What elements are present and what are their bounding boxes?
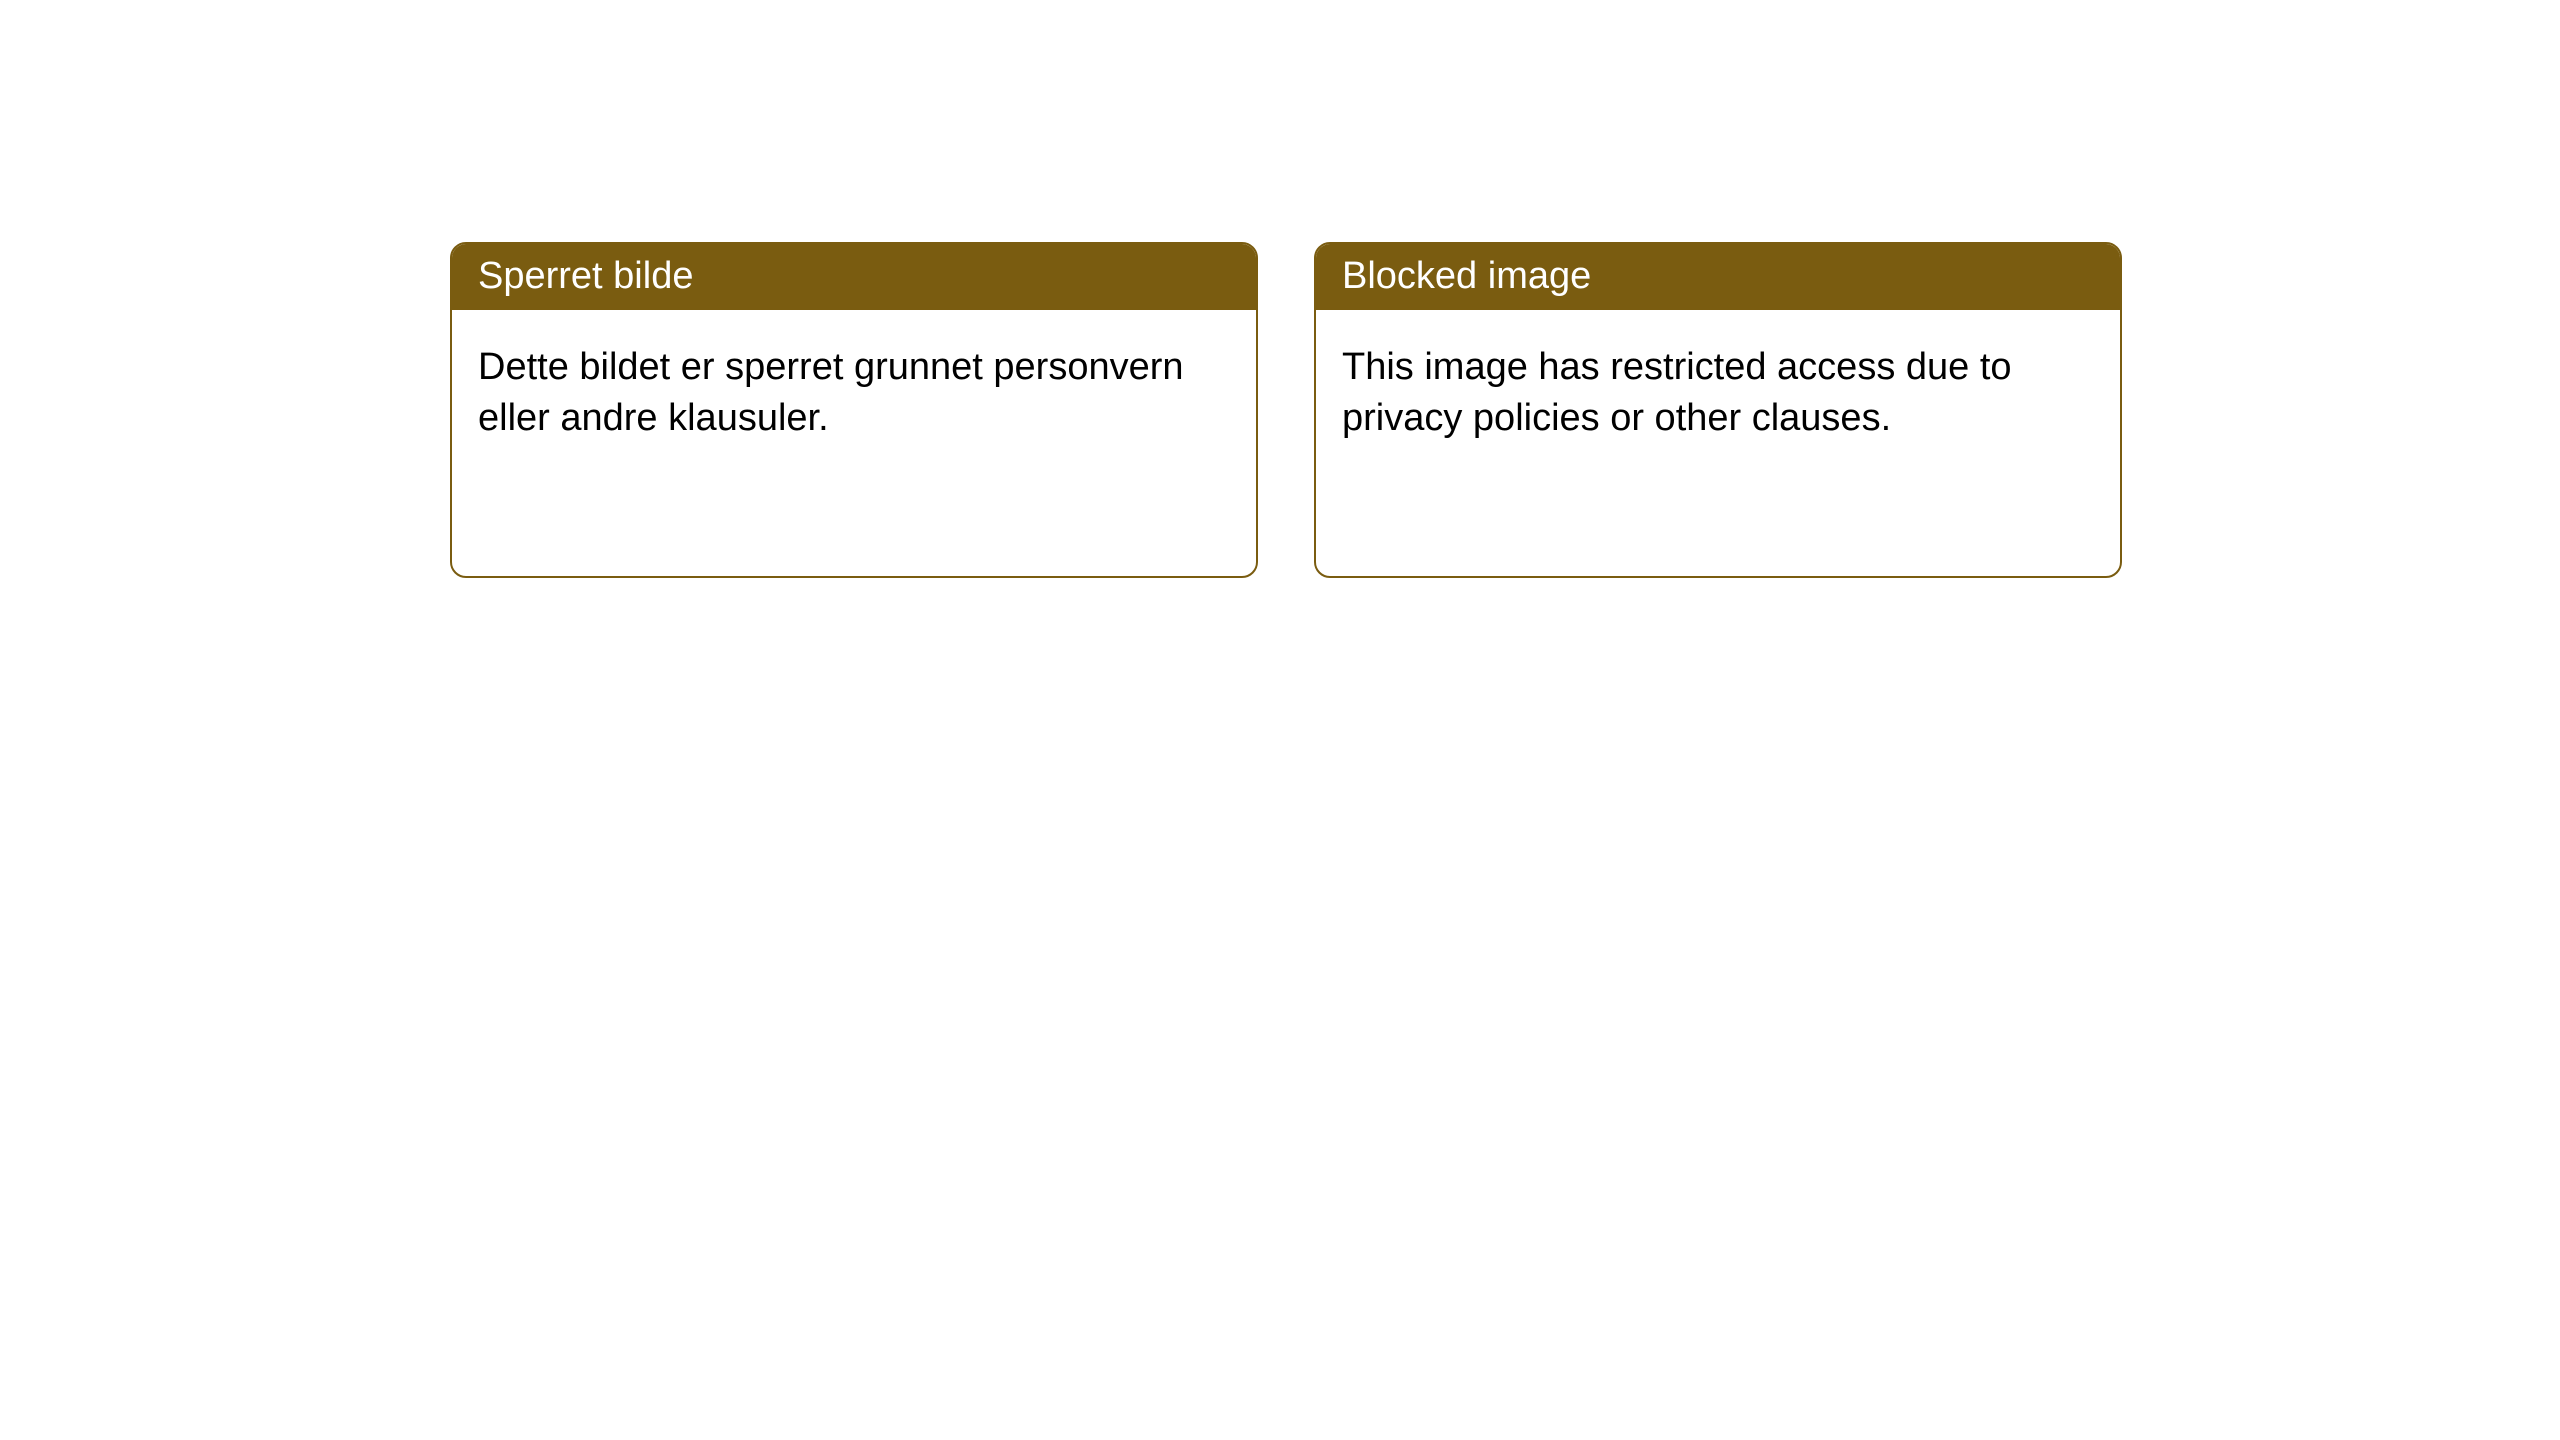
notice-card-norwegian: Sperret bilde Dette bildet er sperret gr… [450,242,1258,578]
card-body-text: This image has restricted access due to … [1342,346,2012,439]
card-body: Dette bildet er sperret grunnet personve… [452,310,1256,477]
notice-card-english: Blocked image This image has restricted … [1314,242,2122,578]
card-header: Sperret bilde [452,244,1256,310]
notice-cards-container: Sperret bilde Dette bildet er sperret gr… [450,242,2122,578]
card-title: Blocked image [1342,255,1591,297]
card-title: Sperret bilde [478,255,693,297]
card-body: This image has restricted access due to … [1316,310,2120,477]
card-header: Blocked image [1316,244,2120,310]
card-body-text: Dette bildet er sperret grunnet personve… [478,346,1184,439]
